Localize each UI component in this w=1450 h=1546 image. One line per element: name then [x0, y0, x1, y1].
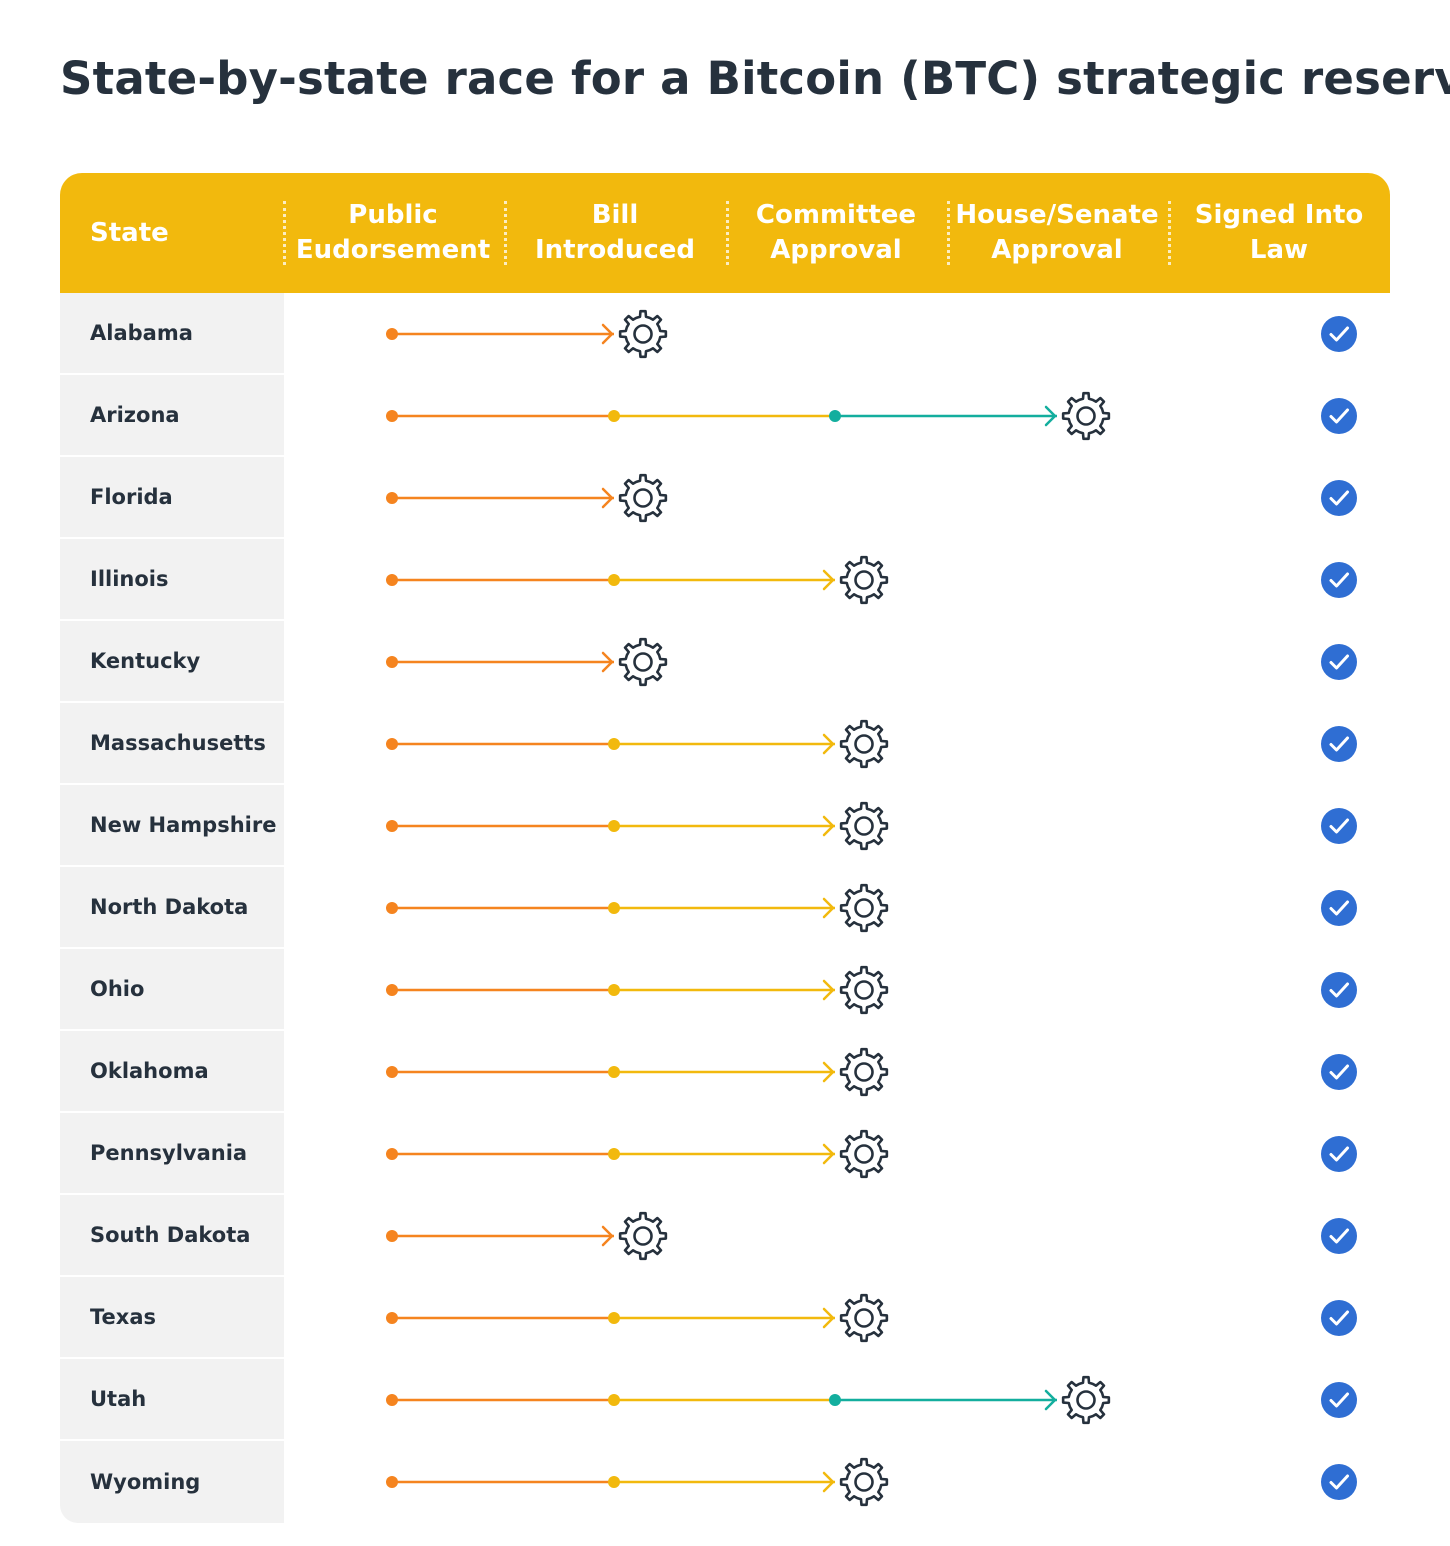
header-divider: [504, 201, 507, 265]
table-row: Alabama: [60, 293, 1390, 375]
table-row: North Dakota: [60, 867, 1390, 949]
column-header-committee-approval: Committee Approval: [755, 200, 917, 265]
column-header-signed-into-law: Signed Into Law: [1194, 200, 1364, 265]
table-row: Florida: [60, 457, 1390, 539]
table-row: Illinois: [60, 539, 1390, 621]
state-name: North Dakota: [60, 867, 284, 947]
table-row: Oklahoma: [60, 1031, 1390, 1113]
table-row: New Hampshire: [60, 785, 1390, 867]
state-name: Oklahoma: [60, 1031, 284, 1111]
header-divider: [947, 201, 950, 265]
table-row: Wyoming: [60, 1441, 1390, 1523]
header-divider: [1168, 201, 1171, 265]
chart-title: State-by-state race for a Bitcoin (BTC) …: [60, 52, 1450, 105]
state-name: Texas: [60, 1277, 284, 1357]
table-row: Ohio: [60, 949, 1390, 1031]
state-name: Ohio: [60, 949, 284, 1029]
table-body: Alabama Arizona Florida Illinois Kentucky Mas…: [60, 293, 1390, 1523]
column-header-bill-introduced: Bill Introduced: [534, 200, 696, 265]
state-name: Kentucky: [60, 621, 284, 701]
state-name: Massachusetts: [60, 703, 284, 783]
state-name: Illinois: [60, 539, 284, 619]
column-header-state: State: [90, 217, 169, 248]
header-divider: [726, 201, 729, 265]
table-row: Massachusetts: [60, 703, 1390, 785]
state-name: Wyoming: [60, 1441, 284, 1523]
state-name: Pennsylvania: [60, 1113, 284, 1193]
column-header-public-endorsement: Public Eudorsement: [295, 200, 491, 265]
state-name: South Dakota: [60, 1195, 284, 1275]
table-row: Texas: [60, 1277, 1390, 1359]
table-header: State Public Eudorsement Bill Introduced…: [60, 173, 1390, 293]
state-name: Florida: [60, 457, 284, 537]
state-name: Alabama: [60, 293, 284, 373]
table-row: South Dakota: [60, 1195, 1390, 1277]
state-name: New Hampshire: [60, 785, 284, 865]
table-row: Pennsylvania: [60, 1113, 1390, 1195]
state-name: Utah: [60, 1359, 284, 1439]
state-name: Arizona: [60, 375, 284, 455]
table-row: Arizona: [60, 375, 1390, 457]
header-divider: [283, 201, 286, 265]
progress-table: State Public Eudorsement Bill Introduced…: [60, 173, 1390, 1523]
table-row: Kentucky: [60, 621, 1390, 703]
column-header-house-senate-approval: House/Senate Approval: [955, 200, 1159, 265]
table-row: Utah: [60, 1359, 1390, 1441]
